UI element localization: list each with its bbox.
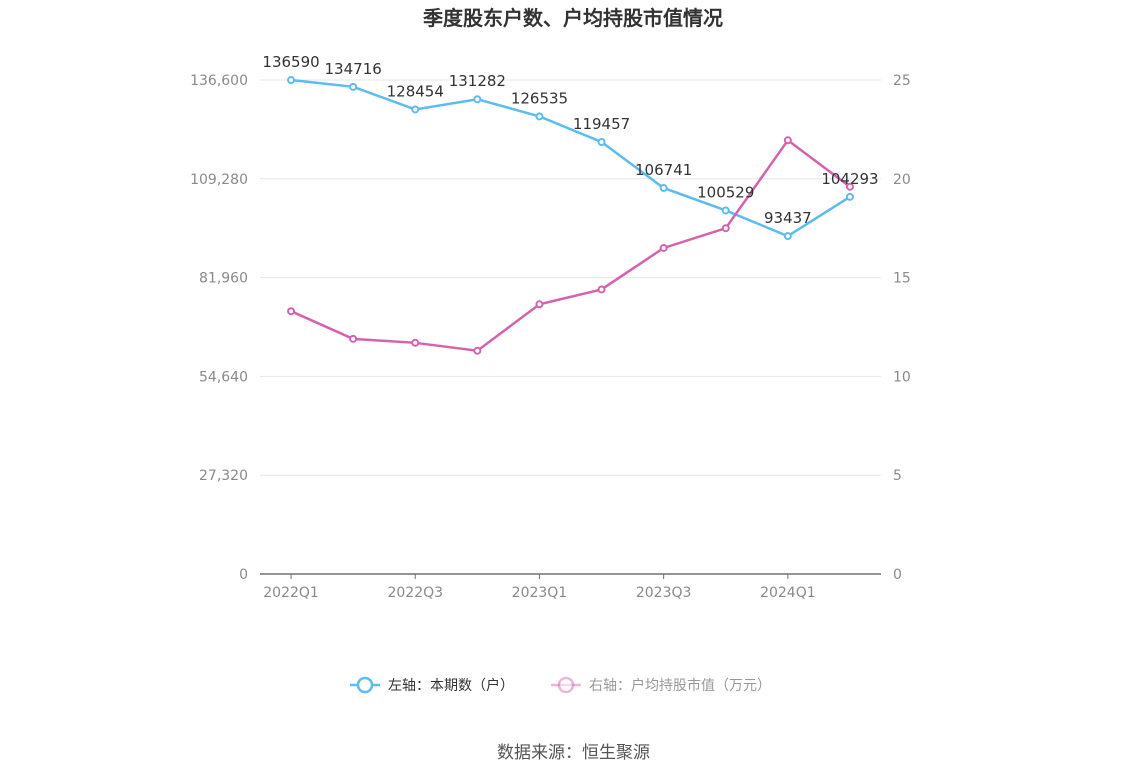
data-label: 134716 [325,60,382,78]
x-tick-label: 2024Q1 [760,585,816,601]
legend-item-2[interactable]: 右轴：户均持股市值（万元） [551,676,771,694]
x-tick-label: 2023Q1 [512,585,568,601]
series-point-1 [845,192,854,201]
right-tick-label: 20 [893,172,911,188]
x-tick-label: 2023Q3 [636,585,692,601]
source-note: 数据来源：恒生聚源 [497,743,650,763]
data-label: 126535 [511,89,568,107]
legend[interactable]: 左轴：本期数（户） 右轴：户均持股市值（万元） [350,676,771,694]
series-point-1 [535,112,544,121]
right-tick-label: 10 [893,369,911,385]
series-point-2 [287,307,296,316]
series-point-2 [721,224,730,233]
x-tick-label: 2022Q3 [387,585,443,601]
legend-marker [557,676,575,694]
data-label: 104293 [821,170,878,188]
right-tick-label: 0 [893,567,902,583]
x-tick-label: 2022Q1 [263,585,319,601]
series-point-2 [349,334,358,343]
data-label: 119457 [573,115,630,133]
series-point-1 [287,76,296,85]
legend-label: 左轴：本期数（户） [388,677,514,694]
left-tick-label: 54,640 [199,369,248,385]
left-tick-label: 0 [239,567,248,583]
left-tick-label: 136,600 [190,73,248,89]
series-layer [287,76,854,355]
data-label: 136590 [262,53,319,71]
chart-title: 季度股东户数、户均持股市值情况 [422,6,723,30]
right-axis: 0 5 10 15 20 25 [893,73,911,583]
series-point-1 [349,82,358,91]
left-axis: 0 27,320 54,640 81,960 109,280 136,600 [190,73,248,583]
series-line-2 [290,138,851,353]
data-label: 93437 [764,209,812,227]
left-tick-label: 109,280 [190,172,248,188]
data-label: 131282 [449,72,506,90]
right-tick-label: 25 [893,73,911,89]
right-tick-label: 5 [893,468,902,484]
legend-label: 右轴：户均持股市值（万元） [589,677,771,694]
legend-marker [356,676,374,694]
left-tick-label: 81,960 [199,271,248,287]
series-point-2 [659,243,668,252]
series-point-2 [411,338,420,347]
series-point-1 [411,105,420,114]
series-point-1 [659,183,668,192]
series-point-2 [783,136,792,145]
series-point-2 [473,346,482,355]
left-tick-label: 27,320 [199,468,248,484]
series-point-1 [597,137,606,146]
legend-item-1[interactable]: 左轴：本期数（户） [350,676,514,694]
series-line-1 [290,78,851,238]
series-point-1 [473,95,482,104]
data-label: 100529 [697,183,754,201]
series-point-1 [721,206,730,215]
data-labels: 136590 134716 128454 131282 126535 119457 1067… [262,53,878,227]
data-label: 128454 [387,82,444,100]
x-axis: 2022Q1 2022Q3 2023Q1 2023Q3 2024Q1 [260,573,881,601]
series-point-2 [845,182,854,191]
grid [260,79,881,476]
right-tick-label: 15 [893,271,911,287]
series-point-2 [535,300,544,309]
data-label: 106741 [635,161,692,179]
series-point-1 [783,232,792,241]
series-point-2 [597,285,606,294]
